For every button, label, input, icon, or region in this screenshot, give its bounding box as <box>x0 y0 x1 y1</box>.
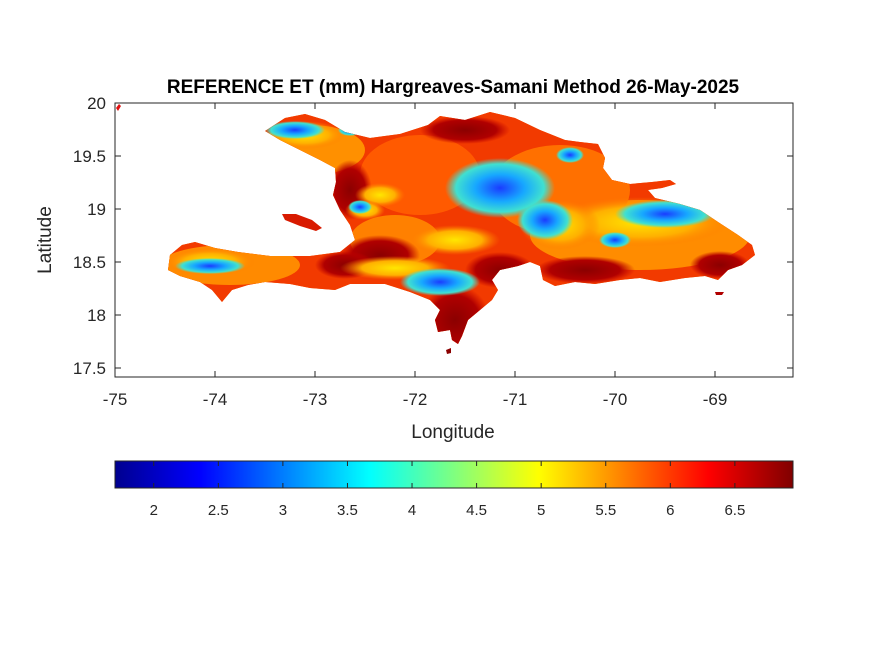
colorbar-tick-label: 3.5 <box>337 502 358 519</box>
x-tick-label: -75 <box>103 390 128 409</box>
colorbar-tick-label: 4.5 <box>466 502 487 519</box>
colorbar-tick-label: 3 <box>279 502 287 519</box>
x-tick-label: -70 <box>603 390 628 409</box>
colorbar-tick-label: 2 <box>150 502 158 519</box>
small-islet <box>116 104 121 111</box>
x-tick-label: -73 <box>303 390 328 409</box>
x-tick-label: -71 <box>503 390 528 409</box>
colorbar-tick-label: 2.5 <box>208 502 229 519</box>
colorbar-tick-label: 6.5 <box>724 502 745 519</box>
chart-title: REFERENCE ET (mm) Hargreaves-Samani Meth… <box>167 77 740 98</box>
x-tick-label: -72 <box>403 390 428 409</box>
colorbar-tick-label: 5.5 <box>595 502 616 519</box>
colorbar-tick-label: 5 <box>537 502 545 519</box>
saona-islet <box>715 292 724 295</box>
colorbar-gradient <box>114 460 794 489</box>
y-axis: 20 19.5 19 18.5 18 17.5 Latitude <box>35 94 793 378</box>
y-tick-label: 18 <box>87 306 106 325</box>
colorbar: 2 2.5 3 3.5 4 4.5 5 5.5 6 6.5 <box>114 460 794 519</box>
x-tick-label: -74 <box>203 390 228 409</box>
tortuga-island <box>282 214 322 231</box>
y-tick-label: 19 <box>87 200 106 219</box>
colorbar-tick-label: 6 <box>666 502 674 519</box>
x-tick-label: -69 <box>703 390 728 409</box>
y-axis-label: Latitude <box>35 206 56 274</box>
y-tick-label: 17.5 <box>73 359 106 378</box>
x-axis-label: Longitude <box>411 422 494 443</box>
beata-islet <box>446 348 451 354</box>
colorbar-tick-label: 4 <box>408 502 416 519</box>
y-tick-label: 18.5 <box>73 253 106 272</box>
y-tick-label: 20 <box>87 94 106 113</box>
y-tick-label: 19.5 <box>73 147 106 166</box>
x-axis: -75 -74 -73 -72 -71 -70 -69 Longitude <box>103 103 728 443</box>
